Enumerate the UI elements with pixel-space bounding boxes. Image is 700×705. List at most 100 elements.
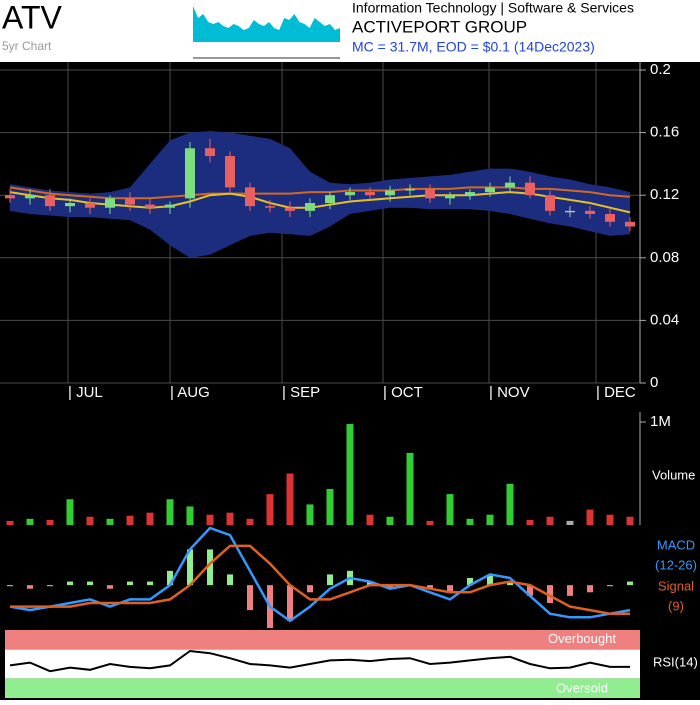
rsi-label: RSI(14): [653, 654, 698, 669]
x-tick-label: | JUL: [68, 384, 103, 401]
volume-bar: [26, 518, 34, 525]
candle-body: [545, 195, 555, 211]
candle-body: [305, 203, 315, 211]
y-tick-label: 0.16: [650, 124, 679, 141]
macd-histogram-bar: [127, 581, 133, 586]
volume-bar: [246, 518, 254, 525]
macd-histogram-bar: [587, 585, 593, 593]
candle-body: [145, 204, 155, 208]
volume-bar: [586, 509, 594, 525]
volume-bar: [446, 494, 454, 525]
volume-bar: [146, 512, 154, 525]
volume-bar: [86, 516, 94, 525]
x-tick-label: | NOV: [489, 384, 530, 401]
candle-body: [25, 195, 35, 199]
candle-body: [465, 192, 475, 196]
volume-bar: [626, 516, 634, 525]
macd-histogram-bar: [27, 585, 33, 589]
volume-bar: [166, 499, 174, 525]
y-tick-label: 0: [650, 374, 658, 391]
macd-histogram-bar: [7, 585, 13, 587]
candle-body: [245, 187, 255, 207]
macd-histogram-bar: [527, 585, 533, 596]
candle-body: [105, 198, 115, 208]
thumbnail-area: [193, 6, 340, 42]
candle-body: [385, 190, 395, 196]
candle-body: [445, 195, 455, 199]
volume-bar: [106, 518, 114, 525]
macd-histogram-bar: [287, 585, 293, 621]
volume-bar: [306, 504, 314, 525]
candle-body: [325, 195, 335, 204]
candle-body: [285, 207, 295, 211]
volume-bar: [546, 516, 554, 525]
legend-params: (12-26): [655, 557, 697, 572]
macd-histogram-bar: [307, 585, 313, 593]
macd-histogram-bar: [567, 585, 573, 596]
macd-histogram-bar: [227, 574, 233, 586]
candle-body: [225, 156, 235, 188]
macd-histogram-bar: [107, 585, 113, 589]
volume-bar: [186, 506, 194, 525]
candle-body: [605, 213, 615, 222]
macd-histogram-bar: [627, 581, 633, 586]
summary: MC = 31.7M, EOD = $0.1 (14Dec2023): [352, 39, 595, 55]
candle-body: [205, 148, 215, 157]
candle-body: [405, 188, 415, 191]
volume-bar: [606, 514, 614, 525]
macd-histogram-bar: [47, 585, 53, 587]
candle-body: [485, 187, 495, 193]
legend-name: Signal: [658, 578, 694, 593]
volume-bar: [46, 519, 54, 525]
candle-body: [585, 210, 595, 214]
candle-body: [165, 204, 175, 208]
volume-bar: [506, 483, 514, 525]
macd-histogram-bar: [207, 549, 213, 586]
volume-bar: [266, 494, 274, 525]
x-tick-label: | SEP: [282, 384, 320, 401]
macd-histogram-bar: [247, 585, 253, 611]
candle-body: [85, 203, 95, 208]
volume-bar: [426, 520, 434, 525]
macd-histogram-bar: [67, 581, 73, 586]
macd-histogram-bar: [427, 585, 433, 589]
macd-histogram-bar: [87, 581, 93, 586]
candle-body: [125, 198, 135, 205]
rsi-line: [9, 649, 630, 673]
macd-histogram-bar: [387, 585, 393, 589]
candle-body: [625, 221, 635, 227]
candle-body: [365, 192, 375, 196]
macd-histogram-bar: [167, 570, 173, 586]
chart-bg: [0, 62, 700, 700]
volume-bar: [466, 518, 474, 525]
y-tick-label: 0.04: [650, 311, 679, 328]
ticker: ATV: [2, 0, 63, 35]
volume-bar: [286, 473, 294, 525]
company: ACTIVEPORT GROUP: [352, 17, 527, 36]
y-tick-label: 0.12: [650, 186, 679, 203]
candle-body: [525, 182, 535, 196]
volume-bar: [126, 515, 134, 525]
candle-body: [185, 148, 195, 199]
overbought-zone: [5, 630, 640, 650]
x-tick-label: | AUG: [170, 384, 210, 401]
macd-histogram-bar: [447, 585, 453, 593]
macd-line: [10, 544, 630, 615]
macd-histogram-bar: [607, 585, 613, 587]
macd-histogram-bar: [147, 581, 153, 586]
volume-bar: [566, 520, 574, 525]
y-label: Volume: [652, 467, 695, 482]
sector: Information Technology | Software & Serv…: [352, 0, 634, 16]
volume-bar: [526, 519, 534, 525]
candle-body: [65, 203, 75, 207]
x-tick-label: | OCT: [383, 384, 423, 401]
legend-name: MACD: [657, 537, 695, 552]
volume-bar: [66, 499, 74, 525]
legend-params: (9): [668, 598, 684, 613]
subtitle: 5yr Chart: [2, 39, 52, 53]
volume-bar: [206, 514, 214, 525]
macd-histogram-bar: [487, 574, 493, 586]
volume-bar: [226, 512, 234, 525]
macd-line: [9, 526, 631, 623]
